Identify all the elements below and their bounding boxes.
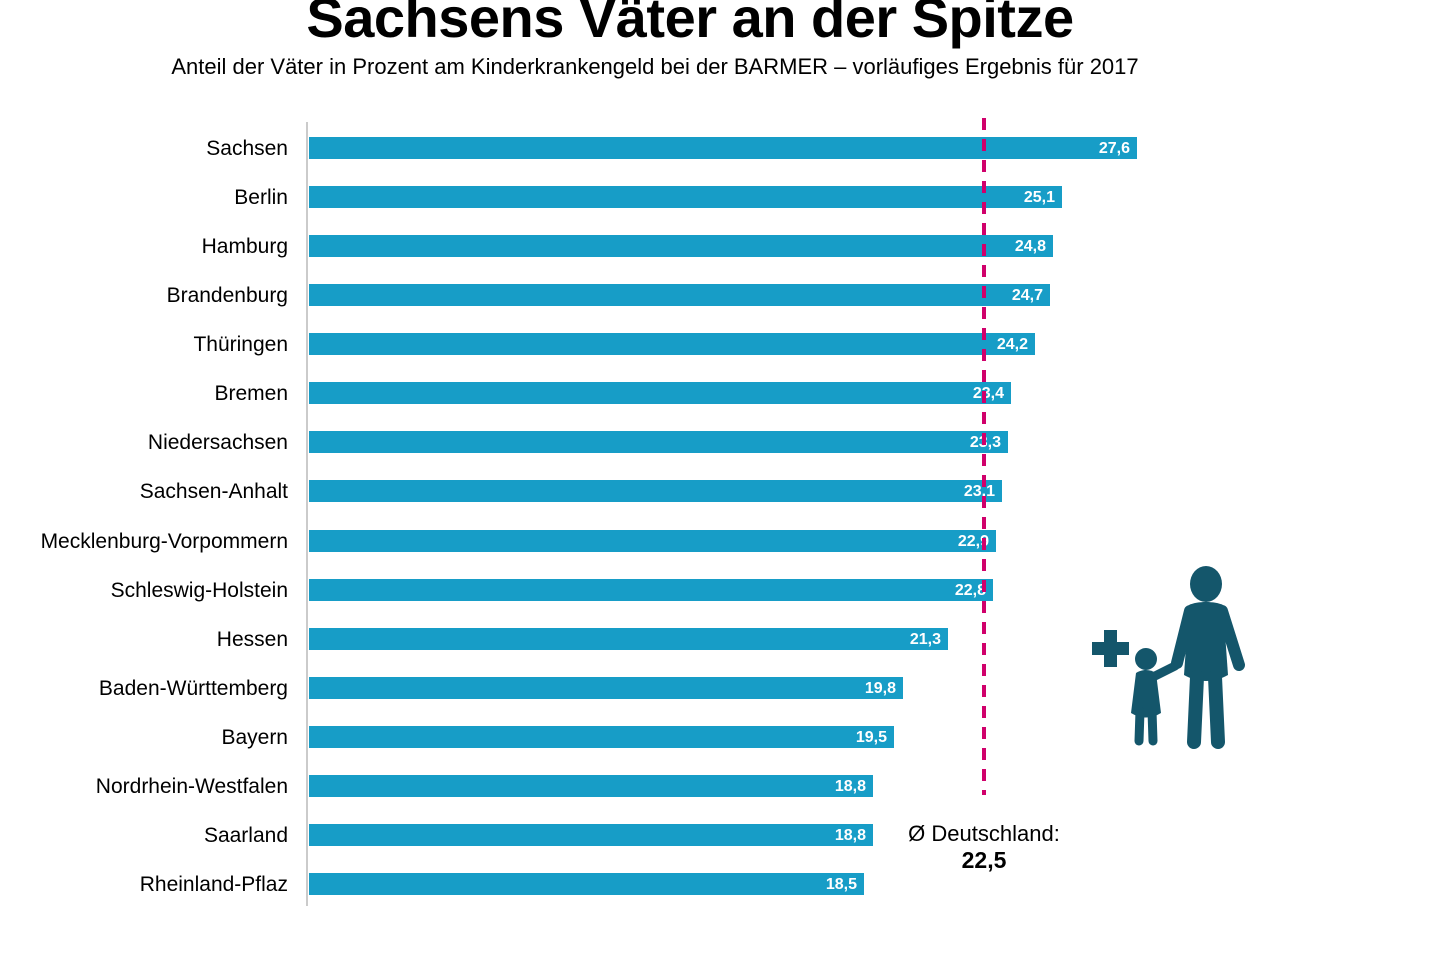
value-label: 18,8 <box>834 826 866 844</box>
plus-icon <box>1092 630 1129 667</box>
category-label: Rheinland-Pflaz <box>139 873 288 897</box>
value-bar: 22,8 <box>309 578 993 601</box>
chart-row: Berlin 25,1 <box>0 186 1440 210</box>
value-bar: 27,6 <box>309 137 1137 159</box>
value-label: 23,4 <box>972 385 1004 403</box>
value-label: 27,6 <box>1098 140 1130 157</box>
value-bar: 25,1 <box>309 186 1062 209</box>
value-label: 21,3 <box>909 630 941 648</box>
child-silhouette-icon <box>1131 648 1180 746</box>
value-bar: 24,2 <box>309 333 1035 356</box>
chart-row: Rheinland-Pflaz 18,5 <box>0 873 1440 897</box>
value-label: 19,5 <box>855 728 887 746</box>
chart-row: Baden-Württemberg 19,8 <box>0 676 1440 700</box>
value-bar: 19,8 <box>309 676 903 699</box>
category-label: Mecklenburg-Vorpommern <box>40 529 288 553</box>
value-label: 19,8 <box>864 679 896 697</box>
value-bar: 23,3 <box>309 431 1008 454</box>
category-label: Sachsen <box>206 137 288 160</box>
category-label: Niedersachsen <box>147 431 288 455</box>
chart-row: Hamburg 24,8 <box>0 235 1440 259</box>
value-label: 22,8 <box>954 581 986 599</box>
value-label: 22,9 <box>957 532 989 550</box>
category-label: Thüringen <box>193 333 288 357</box>
chart-row: Brandenburg 24,7 <box>0 284 1440 308</box>
value-bar: 24,7 <box>309 284 1050 307</box>
category-label: Berlin <box>234 186 288 210</box>
value-bar: 21,3 <box>309 627 948 650</box>
value-bar: 19,5 <box>309 725 894 748</box>
value-bar: 23,4 <box>309 382 1011 405</box>
category-label: Hamburg <box>201 235 288 259</box>
y-axis-line <box>306 122 308 906</box>
average-annotation: Ø Deutschland: 22,5 <box>834 820 1134 874</box>
value-bar: 18,5 <box>309 873 864 896</box>
chart-row: Hessen 21,3 <box>0 627 1440 651</box>
value-bar: 22,9 <box>309 529 996 552</box>
value-label: 18,8 <box>834 777 866 795</box>
chart-row: Bayern 19,5 <box>0 725 1440 749</box>
category-label: Bayern <box>221 725 288 749</box>
chart-row: Bremen 23,4 <box>0 382 1440 406</box>
category-label: Sachsen-Anhalt <box>139 480 288 504</box>
category-label: Hessen <box>216 627 288 651</box>
value-label: 24,7 <box>1011 287 1043 305</box>
adult-silhouette-icon <box>1171 566 1245 749</box>
chart-row: Schleswig-Holstein 22,8 <box>0 578 1440 602</box>
chart-row: Sachsen 27,6 <box>0 137 1440 160</box>
value-label: 18,5 <box>825 876 857 894</box>
category-label: Baden-Württemberg <box>98 676 288 700</box>
average-label: Ø Deutschland: <box>908 821 1060 846</box>
adult-child-plus-icon <box>1092 566 1245 749</box>
value-label: 24,8 <box>1014 238 1046 256</box>
category-label: Brandenburg <box>166 284 288 308</box>
category-label: Schleswig-Holstein <box>110 578 288 602</box>
chart-row: Thüringen 24,2 <box>0 333 1440 357</box>
category-label: Nordrhein-Westfalen <box>95 774 288 798</box>
chart-row: Mecklenburg-Vorpommern 22,9 <box>0 529 1440 553</box>
chart-row: Sachsen-Anhalt 23,1 <box>0 480 1440 504</box>
value-bar: 24,8 <box>309 235 1053 258</box>
value-label: 24,2 <box>996 336 1028 354</box>
value-bar: 18,8 <box>309 774 873 797</box>
chart-row: Saarland 18,8 <box>0 823 1440 847</box>
chart-row: Niedersachsen 23,3 <box>0 431 1440 455</box>
chart-subtitle: Anteil der Väter in Prozent am Kinderkra… <box>171 54 1139 79</box>
value-bar: 18,8 <box>309 823 873 846</box>
average-value: 22,5 <box>961 847 1007 873</box>
chart-row: Nordrhein-Westfalen 18,8 <box>0 774 1440 798</box>
value-label: 23,1 <box>963 483 995 501</box>
average-dashed-line <box>982 118 986 795</box>
value-bar: 23,1 <box>309 480 1002 503</box>
category-label: Bremen <box>214 382 288 406</box>
value-label: 25,1 <box>1023 189 1055 207</box>
chart-title: Sachsens Väter an der Spitze <box>306 0 1074 49</box>
category-label: Saarland <box>203 823 288 847</box>
